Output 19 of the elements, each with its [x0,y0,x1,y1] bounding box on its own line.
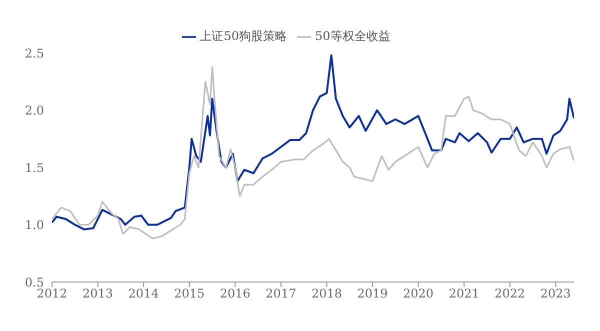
x-tick-label: 2019 [357,286,388,301]
x-tick-label: 2018 [311,286,342,301]
x-tick-label: 2020 [403,286,434,301]
x-tick-label: 2017 [266,286,296,301]
x-tick-label: 2023 [540,286,571,301]
x-tick-label: 2022 [494,286,526,301]
x-tick-label: 2021 [448,286,480,301]
y-tick-label: 0.5 [24,275,44,290]
y-tick-label: 2.5 [24,46,44,60]
x-tick-label: 2015 [174,286,205,301]
x-tick-label: 2014 [128,286,160,301]
x-tick-label: 2012 [36,286,68,301]
y-tick-label: 1.5 [24,160,44,175]
y-tick-label: 1.0 [24,218,44,232]
y-tick-label: 2.0 [24,104,44,118]
x-tick-label: 2016 [220,286,250,301]
legend-label: 50等权全收益 [315,29,390,43]
legend-label: 上证50狗股策略 [200,29,287,43]
x-tick-label: 2013 [82,286,114,301]
